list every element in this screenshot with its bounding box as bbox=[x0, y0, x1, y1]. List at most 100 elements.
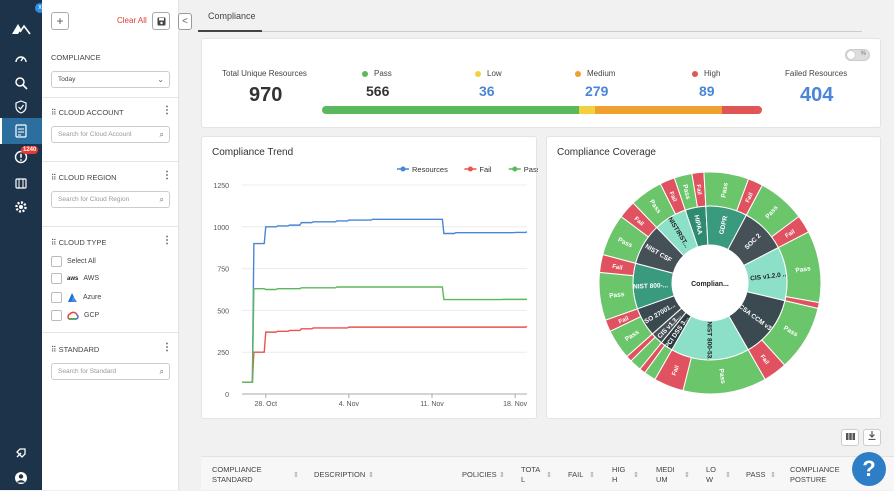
clear-all-link[interactable]: Clear All bbox=[117, 16, 147, 25]
divider bbox=[42, 97, 179, 98]
severity-segment-low[interactable] bbox=[578, 106, 596, 114]
high-value[interactable]: 89 bbox=[699, 83, 715, 99]
chevron-down-icon: ⌄ bbox=[157, 75, 164, 84]
nav-notification-dot[interactable]: x bbox=[35, 3, 45, 13]
total-resources-value: 970 bbox=[249, 84, 283, 106]
cloud-type-heading-text: CLOUD TYPE bbox=[58, 238, 107, 247]
y-tick-label: 1250 bbox=[213, 183, 229, 190]
failed-resources-value[interactable]: 404 bbox=[800, 84, 834, 106]
col-medium[interactable]: MEDIUM bbox=[656, 465, 675, 484]
col-fail[interactable]: FAIL bbox=[568, 470, 584, 479]
cloud-type-gcp[interactable]: GCP bbox=[51, 310, 99, 321]
checkbox[interactable] bbox=[51, 292, 62, 303]
settings-icon[interactable] bbox=[0, 194, 42, 220]
sunburst-label: Fail bbox=[633, 216, 645, 228]
sunburst-label: Fail bbox=[759, 354, 770, 366]
select-all-label: Select All bbox=[67, 258, 96, 265]
cloud-type-aws[interactable]: aws AWS bbox=[51, 273, 99, 284]
dashboard-icon[interactable] bbox=[0, 46, 42, 72]
standard-placeholder: Search for Standard bbox=[58, 368, 117, 375]
legend-item-pass[interactable]: Pass bbox=[524, 165, 538, 174]
cloud-type-menu-icon[interactable]: ⋮ bbox=[162, 235, 172, 246]
col-description[interactable]: DESCRIPTION bbox=[314, 470, 366, 479]
user-profile-icon[interactable] bbox=[0, 465, 42, 491]
severity-segment-high[interactable] bbox=[721, 106, 762, 114]
sort-icon[interactable]: ⇕ bbox=[725, 472, 731, 479]
sort-icon[interactable]: ⇕ bbox=[684, 472, 690, 479]
azure-label: Azure bbox=[83, 294, 102, 301]
compliance-report-icon[interactable] bbox=[0, 118, 42, 144]
x-tick-label: 28. Oct bbox=[254, 401, 277, 408]
collapse-filter-button[interactable]: < bbox=[178, 13, 192, 30]
percent-toggle[interactable]: % bbox=[845, 49, 870, 61]
col-compliance-posture[interactable]: COMPLIANCE POSTURE bbox=[790, 465, 840, 484]
tab-compliance[interactable]: Compliance bbox=[208, 11, 256, 21]
high-dot-icon bbox=[692, 70, 698, 77]
column-settings-button[interactable] bbox=[841, 429, 859, 446]
cloud-region-search-input[interactable]: Search for Cloud Region ⌕ bbox=[51, 191, 170, 208]
help-button[interactable]: ? bbox=[852, 452, 886, 486]
medium-label-text: Medium bbox=[587, 69, 616, 78]
sort-icon[interactable]: ⇕ bbox=[368, 472, 374, 479]
col-low[interactable]: LOW bbox=[706, 465, 717, 484]
series-line-fail[interactable] bbox=[242, 325, 528, 383]
legend-marker bbox=[400, 166, 406, 172]
cloud-type-select-all[interactable]: Select All bbox=[51, 256, 96, 267]
medium-label: Medium bbox=[575, 69, 615, 78]
save-icon bbox=[157, 17, 165, 25]
x-tick-label: 18. Nov bbox=[503, 401, 528, 408]
gcp-label: GCP bbox=[84, 312, 100, 319]
sort-icon[interactable]: ⇕ bbox=[589, 472, 595, 479]
sunburst-fail-segment[interactable] bbox=[659, 177, 686, 215]
cloud-account-menu-icon[interactable]: ⋮ bbox=[162, 105, 172, 116]
sort-icon[interactable]: ⇕ bbox=[499, 472, 505, 479]
sort-icon[interactable]: ⇕ bbox=[293, 472, 299, 479]
search-icon[interactable] bbox=[0, 70, 42, 96]
legend-item-fail[interactable]: Fail bbox=[479, 165, 491, 174]
cloud-region-menu-icon[interactable]: ⋮ bbox=[162, 170, 172, 181]
cloud-account-placeholder: Search for Cloud Account bbox=[58, 131, 132, 138]
series-line-resources[interactable] bbox=[242, 218, 528, 383]
checkbox[interactable] bbox=[51, 256, 62, 267]
toggle-knob bbox=[847, 51, 855, 59]
sort-icon[interactable]: ⇕ bbox=[546, 472, 552, 479]
shield-icon[interactable] bbox=[0, 94, 42, 120]
sunburst-label: Fail bbox=[668, 191, 678, 203]
checkbox[interactable] bbox=[51, 273, 62, 284]
pass-value: 566 bbox=[366, 83, 390, 99]
aws-icon: aws bbox=[67, 275, 79, 282]
sunburst-label: NIST 800-53... bbox=[706, 321, 713, 363]
medium-value[interactable]: 279 bbox=[585, 83, 609, 99]
compliance-period-select[interactable]: Today ⌄ bbox=[51, 71, 170, 88]
download-button[interactable] bbox=[863, 429, 881, 446]
sunburst-center[interactable] bbox=[673, 246, 747, 320]
sort-icon[interactable]: ⇕ bbox=[633, 472, 639, 479]
add-filter-button[interactable]: + bbox=[51, 12, 69, 30]
cloud-account-search-input[interactable]: Search for Cloud Account ⌕ bbox=[51, 126, 170, 143]
col-policies[interactable]: POLICIES bbox=[462, 470, 497, 479]
sunburst-label: Pass bbox=[720, 182, 729, 198]
launch-icon[interactable] bbox=[0, 440, 42, 466]
inventory-icon[interactable] bbox=[0, 170, 42, 196]
low-value[interactable]: 36 bbox=[479, 83, 495, 99]
col-compliance-standard[interactable]: COMPLIANCE STANDARD bbox=[212, 465, 262, 484]
checkbox[interactable] bbox=[51, 310, 62, 321]
severity-segment-medium[interactable] bbox=[595, 106, 722, 114]
standard-menu-icon[interactable]: ⋮ bbox=[162, 342, 172, 353]
severity-segment-pass[interactable] bbox=[322, 106, 579, 114]
sort-icon[interactable]: ⇕ bbox=[770, 472, 776, 479]
save-filter-button[interactable] bbox=[152, 12, 170, 30]
col-high[interactable]: HIGH bbox=[612, 465, 626, 484]
total-resources-label: Total Unique Resources bbox=[222, 69, 307, 78]
legend-marker bbox=[512, 166, 518, 172]
legend-item-resources[interactable]: Resources bbox=[412, 165, 448, 174]
col-pass[interactable]: PASS bbox=[746, 470, 766, 479]
gcp-icon bbox=[67, 311, 79, 320]
sunburst-label: Pass bbox=[717, 368, 726, 384]
standard-search-input[interactable]: Search for Standard ⌕ bbox=[51, 363, 170, 380]
col-total[interactable]: TOTAL bbox=[521, 465, 541, 484]
logo-icon[interactable] bbox=[0, 16, 42, 42]
series-line-pass[interactable] bbox=[242, 286, 527, 383]
cloud-type-azure[interactable]: Azure bbox=[51, 292, 101, 303]
aws-label: AWS bbox=[83, 275, 100, 282]
